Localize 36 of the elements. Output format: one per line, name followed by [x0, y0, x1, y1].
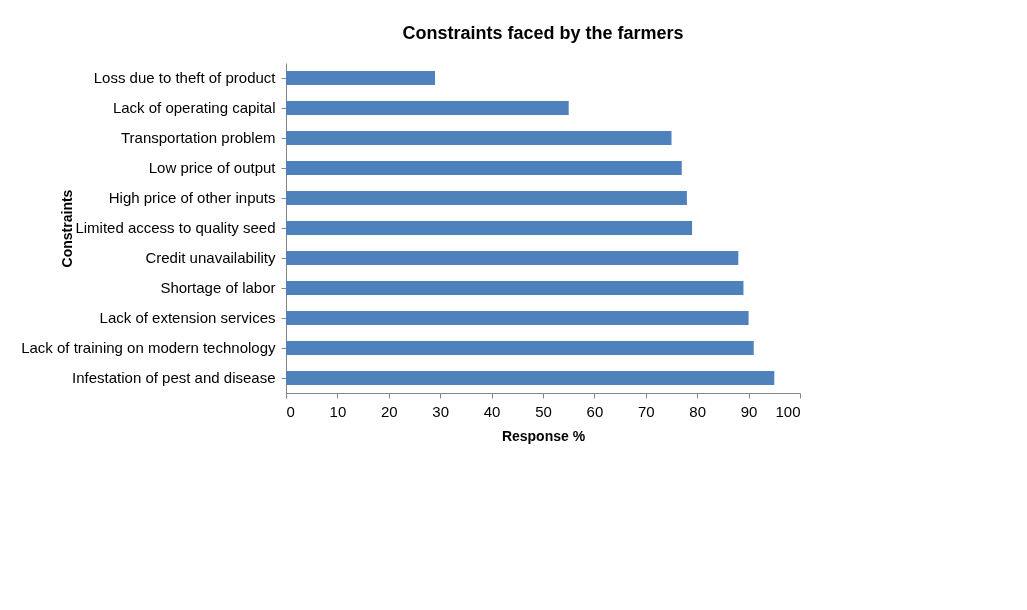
x-tick-label: 0 [286, 402, 295, 420]
bar [286, 371, 775, 385]
x-tick-label: 60 [586, 402, 604, 420]
chart-title: Constraints faced by the farmers [402, 23, 684, 43]
x-axis-title: Response % [501, 427, 586, 444]
y-tick-label: Credit unavailability [145, 249, 276, 266]
bar [286, 191, 687, 205]
x-tick-label: 10 [329, 402, 347, 420]
y-axis-title: Constraints [58, 189, 75, 268]
y-tick-label: Infestation of pest and disease [72, 369, 276, 386]
bar [286, 161, 682, 175]
bar [286, 101, 569, 115]
y-tick-label: Low price of output [148, 159, 277, 176]
x-tick-label: 40 [483, 402, 501, 420]
bar [286, 281, 744, 295]
y-tick-label: Lack of extension services [99, 309, 276, 326]
y-tick-label: Transportation problem [120, 129, 276, 146]
bar [286, 311, 749, 325]
bar [286, 341, 754, 355]
y-tick-label: High price of other inputs [108, 189, 276, 206]
bar [286, 131, 672, 145]
y-tick-label: Lack of training on modern technology [21, 339, 276, 356]
y-tick-label: Lack of operating capital [112, 99, 276, 116]
x-tick-label: 20 [380, 402, 398, 420]
y-tick-label: Limited access to quality seed [75, 219, 276, 236]
x-tick-label: 50 [535, 402, 552, 420]
x-tick-label: 30 [432, 402, 450, 420]
x-tick-label: 90 [740, 402, 758, 420]
x-tick-label: 80 [689, 402, 707, 420]
bar [286, 71, 436, 85]
x-tick-label: 70 [637, 402, 655, 420]
y-tick-label: Loss due to theft of product [93, 69, 277, 86]
bar [286, 221, 693, 235]
y-tick-label: Shortage of labor [160, 279, 276, 296]
bar [286, 251, 739, 265]
x-tick-label: 100 [775, 402, 801, 420]
